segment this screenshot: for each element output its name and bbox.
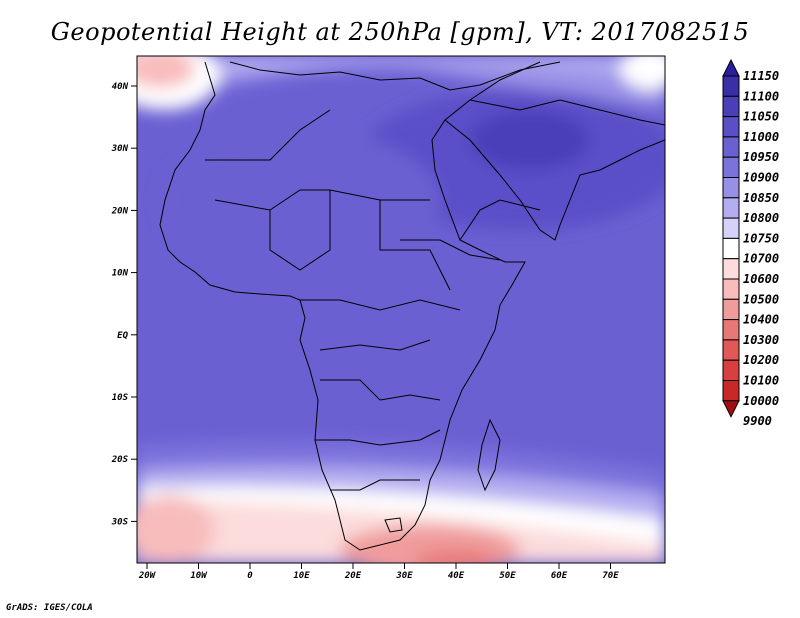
colorbar-label: 10400 bbox=[743, 313, 779, 327]
lon-tick-label: 30E bbox=[395, 571, 413, 581]
colorbar-label: 11100 bbox=[743, 89, 779, 103]
colorbar-label: 9900 bbox=[743, 414, 772, 428]
lat-tick-label: 30N bbox=[111, 144, 129, 154]
colorbar-label: 10600 bbox=[743, 272, 779, 286]
colorbar-label: 10850 bbox=[743, 191, 779, 205]
colorbar-label: 11150 bbox=[743, 69, 779, 83]
colorbar-label: 10000 bbox=[743, 394, 779, 408]
colorbar-swatch bbox=[722, 339, 740, 361]
colorbar-swatch bbox=[722, 359, 740, 382]
colorbar-swatch bbox=[722, 237, 740, 260]
lon-tick-label: 10E bbox=[293, 571, 310, 581]
colorbar-swatch bbox=[722, 116, 740, 138]
lon-tick-label: 40E bbox=[448, 571, 465, 581]
colorbar-swatch bbox=[722, 136, 740, 158]
colorbar-swatch bbox=[722, 75, 740, 97]
colorbar-label: 10900 bbox=[743, 171, 779, 185]
lon-tick-label: 20E bbox=[344, 571, 362, 581]
colorbar-bottom-arrow bbox=[722, 400, 740, 418]
colorbar-swatch bbox=[722, 298, 740, 321]
lat-tick-label: 40N bbox=[112, 82, 129, 92]
lon-tick-label: 0 bbox=[247, 571, 253, 581]
lat-tick-label: 20N bbox=[111, 206, 129, 216]
colorbar-label: 10500 bbox=[743, 292, 779, 306]
plot-frame bbox=[136, 55, 666, 564]
lat-tick-label: 30S bbox=[111, 517, 129, 527]
colorbar: 11150 11100 11050 11000 10950 10900 10850 10800… bbox=[722, 58, 779, 428]
lat-tick-label: 10N bbox=[112, 269, 129, 279]
colorbar-label: 10750 bbox=[743, 231, 779, 245]
colorbar-label: 10200 bbox=[743, 353, 779, 367]
lon-tick-label: 50E bbox=[499, 571, 516, 581]
colorbar-swatch bbox=[722, 278, 740, 300]
map-title: Geopotential Height at 250hPa [gpm], VT:… bbox=[50, 18, 750, 46]
longitude-axis: 20W 10W 0 10E 20E 30E 40E 50E 60E 70E bbox=[138, 563, 619, 581]
lon-tick-label: 20W bbox=[138, 571, 157, 581]
height-field bbox=[137, 56, 665, 563]
colorbar-label: 10300 bbox=[743, 333, 779, 347]
grads-credit: GrADS: IGES/COLA bbox=[6, 603, 93, 613]
colorbar-label: 10100 bbox=[743, 374, 779, 388]
colorbar-label: 10800 bbox=[743, 211, 779, 225]
lon-tick-label: 70E bbox=[602, 571, 619, 581]
colorbar-label: 10950 bbox=[743, 150, 779, 164]
colorbar-swatch bbox=[722, 197, 740, 219]
colorbar-swatch bbox=[722, 319, 740, 341]
colorbar-swatch bbox=[722, 258, 740, 280]
colorbar-label: 10700 bbox=[743, 252, 779, 266]
lon-tick-label: 10W bbox=[190, 571, 208, 581]
lat-tick-label: 10S bbox=[112, 393, 129, 403]
colorbar-swatch bbox=[722, 380, 740, 402]
lon-tick-label: 60E bbox=[551, 571, 568, 581]
colorbar-label: 11050 bbox=[743, 110, 779, 124]
colorbar-swatch bbox=[722, 177, 740, 199]
colorbar-label: 11000 bbox=[743, 130, 779, 144]
colorbar-swatch bbox=[722, 156, 740, 178]
colorbar-swatch bbox=[722, 95, 740, 118]
colorbar-top-arrow bbox=[722, 58, 740, 77]
lat-tick-label: EQ bbox=[117, 331, 128, 341]
latitude-axis: 40N 30N 20N 10N EQ 10S 20S 30S bbox=[111, 82, 137, 527]
colorbar-swatch bbox=[722, 217, 740, 239]
lat-tick-label: 20S bbox=[111, 455, 129, 465]
coastlines bbox=[159, 61, 665, 551]
